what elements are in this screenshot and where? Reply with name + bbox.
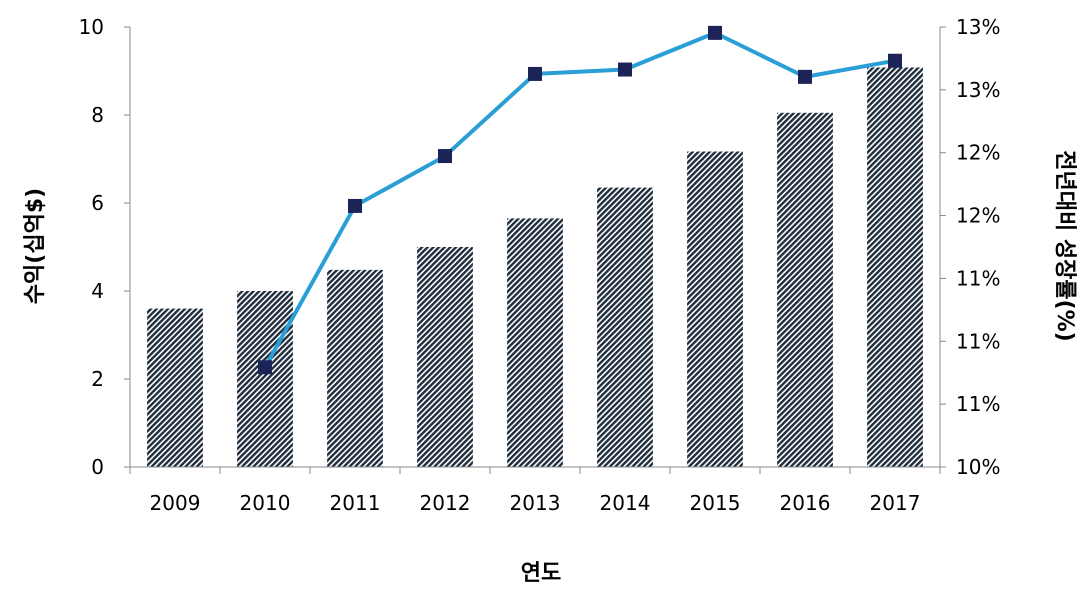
growth-marker-2015 bbox=[708, 25, 722, 40]
y-left-tick-label: 4 bbox=[91, 279, 104, 303]
plot-area bbox=[147, 25, 923, 468]
growth-marker-2017 bbox=[888, 53, 902, 68]
x-tick-label-2012: 2012 bbox=[420, 491, 471, 515]
y-right-tick-label: 11% bbox=[956, 329, 1000, 353]
y-right-tick-label: 11% bbox=[956, 392, 1000, 416]
x-tick-label-2014: 2014 bbox=[600, 491, 651, 515]
growth-line bbox=[263, 30, 896, 369]
x-tick-label-2010: 2010 bbox=[240, 491, 291, 515]
bar-2014 bbox=[597, 187, 653, 467]
x-tick-label-2013: 2013 bbox=[510, 491, 561, 515]
x-tick-label-2009: 2009 bbox=[150, 491, 201, 515]
y-axis-left-title: 수익(십억$) bbox=[23, 188, 48, 304]
bar-2016 bbox=[777, 112, 833, 468]
bar-2017 bbox=[867, 67, 923, 467]
y-right-tick-label: 12% bbox=[956, 204, 1000, 228]
x-tick-label-2011: 2011 bbox=[330, 491, 381, 515]
x-tick-label-2015: 2015 bbox=[690, 491, 741, 515]
y-left-tick-label: 8 bbox=[91, 103, 104, 127]
bar-2010 bbox=[237, 291, 293, 467]
growth-marker-2011 bbox=[348, 198, 362, 213]
growth-marker-2013 bbox=[528, 66, 542, 81]
bar-2015 bbox=[687, 151, 743, 467]
y-left-tick-label: 10 bbox=[79, 15, 104, 39]
bar-2011 bbox=[327, 269, 383, 467]
y-right-tick-label: 11% bbox=[956, 266, 1000, 290]
growth-marker-2016 bbox=[798, 69, 812, 84]
x-tick-label-2017: 2017 bbox=[870, 491, 921, 515]
y-right-tick-label: 12% bbox=[956, 141, 1000, 165]
bar-2013 bbox=[507, 218, 563, 467]
growth-marker-2010 bbox=[258, 360, 272, 375]
y-left-tick-label: 6 bbox=[91, 191, 104, 215]
growth-marker-2012 bbox=[438, 149, 452, 164]
y-right-tick-label: 13% bbox=[956, 78, 1000, 102]
y-left-tick-label: 0 bbox=[91, 455, 104, 479]
y-right-tick-label: 10% bbox=[956, 455, 1000, 479]
x-axis-title: 연도 bbox=[521, 561, 561, 586]
y-right-tick-label: 13% bbox=[956, 15, 1000, 39]
y-left-tick-label: 2 bbox=[91, 367, 104, 391]
axes: 0 2 4 6 8 10 10% 11% 11% 11% 12% 12% 13% 13% 2009 2010 2… bbox=[79, 15, 1001, 515]
y-axis-right-title: 전년대비 성장률(%) bbox=[1052, 150, 1077, 342]
bar-2009 bbox=[147, 308, 203, 467]
growth-marker-2014 bbox=[618, 62, 632, 77]
x-tick-label-2016: 2016 bbox=[780, 491, 831, 515]
bar-2012 bbox=[417, 247, 473, 467]
